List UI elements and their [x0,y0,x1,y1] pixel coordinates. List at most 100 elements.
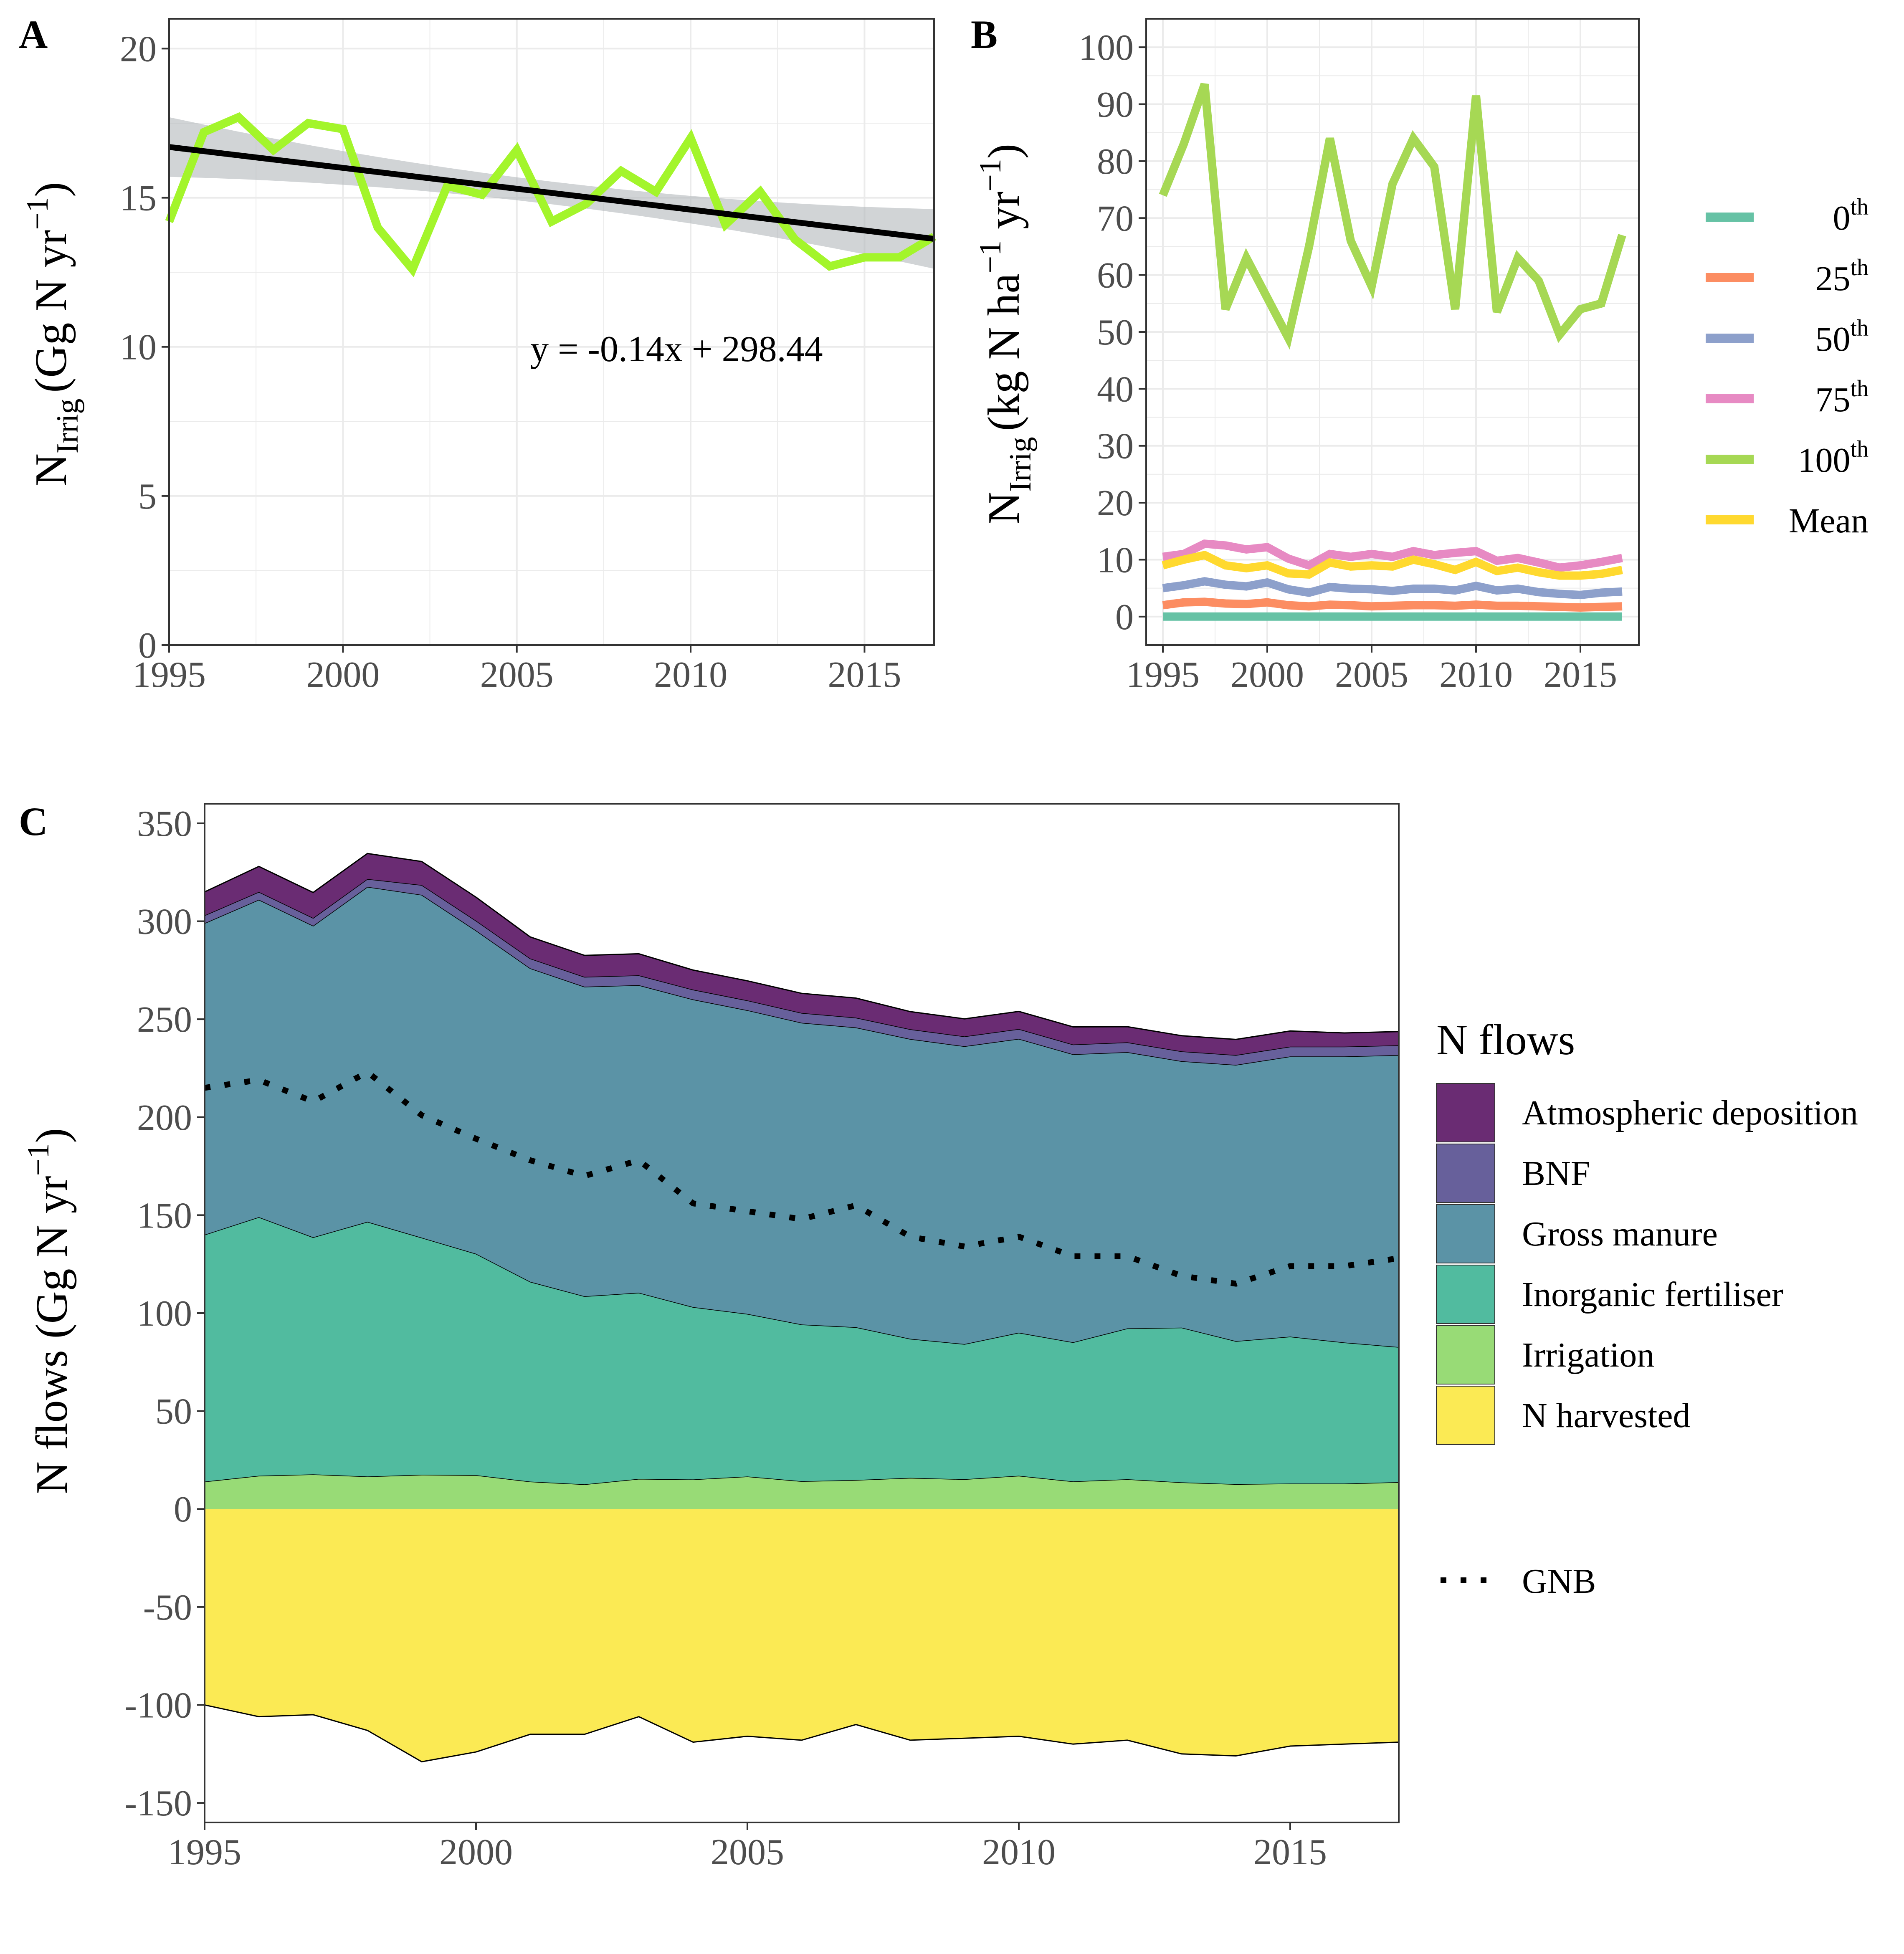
series-line-nirrig [165,112,937,278]
panel-c-x-ticks: 1995 2000 2005 2010 2015 [168,1822,1327,1873]
panel-b-ylabel-unit: (kg N ha [979,273,1029,431]
y-tick-label: 15 [120,178,157,219]
panel-a-y-ticks: 0 5 10 15 20 [120,29,169,666]
legend-key-irrigation [1436,1325,1495,1385]
y-tick-label: 40 [1097,369,1134,410]
y-tick-label: 100 [137,1293,192,1334]
y-tick-label: -50 [143,1587,192,1628]
panel-c-legend: N flows Atmospheric deposition BNF Gross ma… [1436,1016,1858,1601]
x-tick-label: 2010 [654,655,727,695]
x-tick-label: 2015 [828,655,901,695]
area-irrigation [205,1474,1399,1509]
legend-label-gross-manure: Gross manure [1522,1215,1718,1253]
panel-b-ylabel-sup1: −1 [973,240,1008,273]
y-tick-label: 60 [1097,256,1134,296]
area-edge-atmospheric-deposition [204,853,1399,1040]
panel-c-ylabel-unit: N flows (Gg N yr [27,1176,77,1494]
panel-a-frame [168,18,935,646]
y-tick-label: 0 [138,625,157,666]
y-tick-label: 100 [1079,28,1134,68]
x-tick-label: 2010 [1439,655,1513,695]
panel-b-ylabel-close: ) [979,144,1029,159]
x-tick-label: 2005 [711,1832,784,1873]
legend-label-inorganic-fertiliser: Inorganic fertiliser [1522,1275,1783,1314]
panel-b: 1995 2000 2005 2010 2015 0 10 20 30 40 50 60 70 80 90… [973,18,1869,695]
panel-a-ylabel-close: ) [26,182,76,197]
y-tick-label: 90 [1097,85,1134,125]
legend-label-0: 0th [1833,194,1869,238]
legend-key-gross-manure [1436,1204,1495,1263]
legend-key-bnf [1436,1144,1495,1203]
panel-c-y-ticks: 350 300 250 200 150 100 50 0 -50 -100 -150 [125,804,205,1824]
y-tick-label: 250 [137,1000,192,1040]
legend-label-base: 100 [1798,441,1850,480]
panel-a-series [165,112,937,278]
series-line-100 [1159,83,1626,350]
legend-label-sup: th [1850,255,1869,281]
panel-a-equation: y = -0.14x + 298.44 [530,329,823,370]
panel-b-y-axis-title: NIrrig(kg N ha−1 yr−1) [973,144,1038,524]
panel-label-c: C [19,799,48,844]
legend-label-sup: th [1850,315,1869,341]
panel-c-y-axis-title: N flows (Gg N yr−1) [21,1128,77,1494]
panel-a-ylabel-sub: Irrig [51,399,85,454]
y-tick-label: -100 [125,1685,192,1726]
panel-c-ylabel-close: ) [27,1128,77,1143]
legend-label-base: 50 [1815,320,1850,359]
panel-a-x-ticks: 1995 2000 2005 2010 2015 [132,645,901,695]
legend-label-base: Mean [1789,501,1869,540]
panel-a-ylabel-main: N [26,453,76,486]
panel-b-x-ticks: 1995 2000 2005 2010 2015 [1126,645,1617,695]
x-tick-label: 1995 [168,1832,241,1873]
x-tick-label: 2005 [480,655,554,695]
panel-c-gnb [204,1068,1400,1287]
x-tick-label: 1995 [1126,655,1200,695]
legend-label-atmospheric-deposition: Atmospheric deposition [1522,1093,1858,1132]
legend-label-bnf: BNF [1522,1154,1590,1193]
panel-b-ylabel-sup2: −1 [973,159,1008,192]
y-tick-label: 300 [137,902,192,942]
panel-a: 1995 2000 2005 2010 2015 0 5 10 15 20 y = -0.14x… [20,18,937,695]
panel-label-a: A [19,12,48,57]
series-line-75 [1162,539,1623,572]
panel-c-ylabel-sup: −1 [21,1143,56,1176]
legend-title: N flows [1436,1016,1575,1064]
x-tick-label: 2000 [439,1832,513,1873]
legend-label-base: 0 [1833,199,1850,238]
area-gross-manure [205,887,1399,1347]
y-tick-label: 200 [137,1098,192,1138]
panel-b-series [1159,83,1626,621]
panel-a-trend [169,144,934,242]
legend-label-50: 50th [1815,315,1869,359]
x-tick-label: 2015 [1544,655,1617,695]
x-tick-label: 2005 [1335,655,1408,695]
legend-label-75: 75th [1815,376,1869,419]
y-tick-label: 10 [1097,540,1134,580]
y-tick-label: 30 [1097,426,1134,467]
area-n-harvested [205,1509,1399,1762]
panel-a-y-axis-title: NIrrig (Gg N yr−1) [20,182,85,486]
y-tick-label: 70 [1097,198,1134,239]
y-tick-label: 5 [138,476,157,517]
x-tick-label: 2000 [1231,655,1304,695]
legend-label-25: 25th [1815,255,1869,298]
y-tick-label: 80 [1097,142,1134,182]
area-inorganic-fertiliser [205,1217,1399,1485]
panel-c: 1995 2000 2005 2010 2015 350 300 250 200 150 100 5… [21,803,1858,1873]
y-tick-label: 150 [137,1195,192,1236]
legend-label-n-harvested: N harvested [1522,1396,1691,1435]
trend-line [169,144,934,242]
series-line-mean [1162,550,1623,580]
y-tick-label: 0 [1115,597,1134,638]
legend-label-irrigation: Irrigation [1522,1336,1654,1374]
legend-key-n-harvested [1436,1386,1495,1445]
series-line-50 [1162,577,1623,600]
legend-label-sup: th [1850,436,1869,462]
series-line-25 [1162,597,1623,612]
panel-b-y-ticks: 0 10 20 30 40 50 60 70 80 90 100 [1079,28,1146,638]
gnb-line [204,1068,1400,1287]
y-tick-label: 10 [120,327,157,368]
panel-b-ylabel-sub: Irrig [1003,437,1038,492]
x-tick-label: 2000 [306,655,380,695]
legend-label-gnb: GNB [1522,1562,1596,1601]
